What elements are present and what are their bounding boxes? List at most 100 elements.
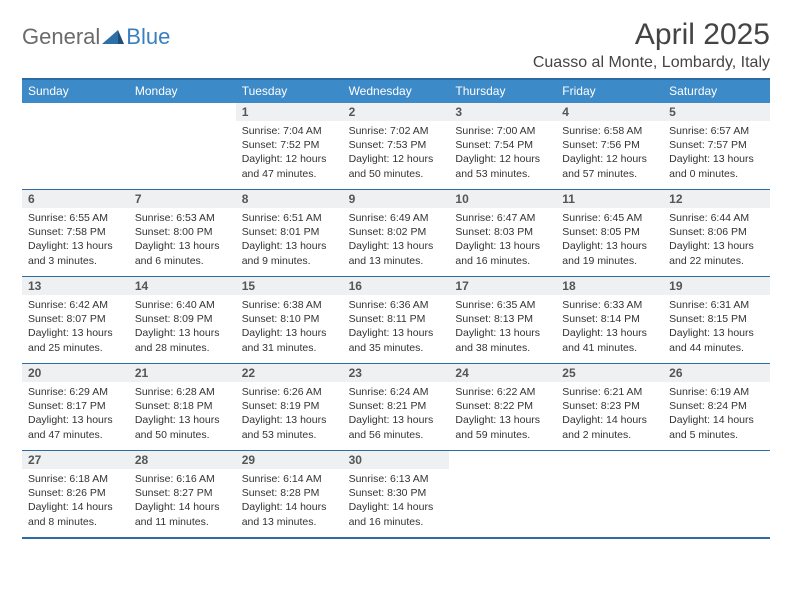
cell-body: Sunrise: 7:00 AMSunset: 7:54 PMDaylight:… bbox=[449, 121, 556, 185]
cell-body: Sunrise: 6:36 AMSunset: 8:11 PMDaylight:… bbox=[343, 295, 450, 359]
calendar-cell: 12Sunrise: 6:44 AMSunset: 8:06 PMDayligh… bbox=[663, 190, 770, 276]
sunrise-text: Sunrise: 6:33 AM bbox=[562, 298, 657, 312]
cell-body: Sunrise: 6:53 AMSunset: 8:00 PMDaylight:… bbox=[129, 208, 236, 272]
calendar-cell: 22Sunrise: 6:26 AMSunset: 8:19 PMDayligh… bbox=[236, 364, 343, 450]
sunrise-text: Sunrise: 7:02 AM bbox=[349, 124, 444, 138]
sunrise-text: Sunrise: 6:49 AM bbox=[349, 211, 444, 225]
sunrise-text: Sunrise: 6:14 AM bbox=[242, 472, 337, 486]
brand-text-general: General bbox=[22, 24, 100, 50]
sunset-text: Sunset: 8:07 PM bbox=[28, 312, 123, 326]
daylight-text: Daylight: 13 hours and 31 minutes. bbox=[242, 326, 337, 354]
daylight-text: Daylight: 12 hours and 57 minutes. bbox=[562, 152, 657, 180]
cell-body: Sunrise: 6:24 AMSunset: 8:21 PMDaylight:… bbox=[343, 382, 450, 446]
day-number: 30 bbox=[343, 451, 450, 469]
day-number: 27 bbox=[22, 451, 129, 469]
cell-body: Sunrise: 6:33 AMSunset: 8:14 PMDaylight:… bbox=[556, 295, 663, 359]
week-row: 6Sunrise: 6:55 AMSunset: 7:58 PMDaylight… bbox=[22, 190, 770, 277]
day-number bbox=[449, 451, 556, 468]
calendar-cell: 21Sunrise: 6:28 AMSunset: 8:18 PMDayligh… bbox=[129, 364, 236, 450]
day-number: 23 bbox=[343, 364, 450, 382]
cell-body: Sunrise: 6:47 AMSunset: 8:03 PMDaylight:… bbox=[449, 208, 556, 272]
cell-body: Sunrise: 6:13 AMSunset: 8:30 PMDaylight:… bbox=[343, 469, 450, 533]
sunset-text: Sunset: 8:05 PM bbox=[562, 225, 657, 239]
sunrise-text: Sunrise: 6:16 AM bbox=[135, 472, 230, 486]
daylight-text: Daylight: 14 hours and 11 minutes. bbox=[135, 500, 230, 528]
calendar-cell: 25Sunrise: 6:21 AMSunset: 8:23 PMDayligh… bbox=[556, 364, 663, 450]
daylight-text: Daylight: 13 hours and 3 minutes. bbox=[28, 239, 123, 267]
calendar-cell: 8Sunrise: 6:51 AMSunset: 8:01 PMDaylight… bbox=[236, 190, 343, 276]
sunrise-text: Sunrise: 6:55 AM bbox=[28, 211, 123, 225]
calendar-cell bbox=[449, 451, 556, 537]
calendar-cell: 29Sunrise: 6:14 AMSunset: 8:28 PMDayligh… bbox=[236, 451, 343, 537]
calendar-cell: 5Sunrise: 6:57 AMSunset: 7:57 PMDaylight… bbox=[663, 103, 770, 189]
calendar-cell: 23Sunrise: 6:24 AMSunset: 8:21 PMDayligh… bbox=[343, 364, 450, 450]
sunset-text: Sunset: 8:17 PM bbox=[28, 399, 123, 413]
calendar-cell: 14Sunrise: 6:40 AMSunset: 8:09 PMDayligh… bbox=[129, 277, 236, 363]
calendar-cell: 15Sunrise: 6:38 AMSunset: 8:10 PMDayligh… bbox=[236, 277, 343, 363]
sunrise-text: Sunrise: 6:13 AM bbox=[349, 472, 444, 486]
day-number: 20 bbox=[22, 364, 129, 382]
sunrise-text: Sunrise: 6:36 AM bbox=[349, 298, 444, 312]
calendar-cell: 3Sunrise: 7:00 AMSunset: 7:54 PMDaylight… bbox=[449, 103, 556, 189]
cell-body: Sunrise: 6:42 AMSunset: 8:07 PMDaylight:… bbox=[22, 295, 129, 359]
day-header-thursday: Thursday bbox=[449, 80, 556, 103]
day-number: 26 bbox=[663, 364, 770, 382]
brand-triangle-icon bbox=[102, 28, 124, 46]
week-row: 13Sunrise: 6:42 AMSunset: 8:07 PMDayligh… bbox=[22, 277, 770, 364]
sunrise-text: Sunrise: 6:47 AM bbox=[455, 211, 550, 225]
daylight-text: Daylight: 13 hours and 35 minutes. bbox=[349, 326, 444, 354]
daylight-text: Daylight: 14 hours and 5 minutes. bbox=[669, 413, 764, 441]
sunrise-text: Sunrise: 6:26 AM bbox=[242, 385, 337, 399]
daylight-text: Daylight: 13 hours and 50 minutes. bbox=[135, 413, 230, 441]
day-header-friday: Friday bbox=[556, 80, 663, 103]
cell-body: Sunrise: 6:55 AMSunset: 7:58 PMDaylight:… bbox=[22, 208, 129, 272]
day-number bbox=[556, 451, 663, 468]
cell-body: Sunrise: 6:18 AMSunset: 8:26 PMDaylight:… bbox=[22, 469, 129, 533]
calendar-cell: 18Sunrise: 6:33 AMSunset: 8:14 PMDayligh… bbox=[556, 277, 663, 363]
sunrise-text: Sunrise: 6:29 AM bbox=[28, 385, 123, 399]
daylight-text: Daylight: 13 hours and 25 minutes. bbox=[28, 326, 123, 354]
daylight-text: Daylight: 12 hours and 47 minutes. bbox=[242, 152, 337, 180]
daylight-text: Daylight: 13 hours and 38 minutes. bbox=[455, 326, 550, 354]
title-block: April 2025 Cuasso al Monte, Lombardy, It… bbox=[533, 18, 770, 72]
day-number: 8 bbox=[236, 190, 343, 208]
sunset-text: Sunset: 8:09 PM bbox=[135, 312, 230, 326]
calendar-cell bbox=[22, 103, 129, 189]
sunrise-text: Sunrise: 6:22 AM bbox=[455, 385, 550, 399]
calendar-cell: 17Sunrise: 6:35 AMSunset: 8:13 PMDayligh… bbox=[449, 277, 556, 363]
day-number: 10 bbox=[449, 190, 556, 208]
sunrise-text: Sunrise: 6:40 AM bbox=[135, 298, 230, 312]
sunset-text: Sunset: 8:02 PM bbox=[349, 225, 444, 239]
sunset-text: Sunset: 8:21 PM bbox=[349, 399, 444, 413]
day-number: 13 bbox=[22, 277, 129, 295]
cell-body bbox=[556, 468, 663, 475]
week-row: 27Sunrise: 6:18 AMSunset: 8:26 PMDayligh… bbox=[22, 451, 770, 539]
sunset-text: Sunset: 7:53 PM bbox=[349, 138, 444, 152]
calendar-cell: 1Sunrise: 7:04 AMSunset: 7:52 PMDaylight… bbox=[236, 103, 343, 189]
daylight-text: Daylight: 13 hours and 47 minutes. bbox=[28, 413, 123, 441]
sunset-text: Sunset: 8:22 PM bbox=[455, 399, 550, 413]
day-number: 28 bbox=[129, 451, 236, 469]
cell-body: Sunrise: 6:29 AMSunset: 8:17 PMDaylight:… bbox=[22, 382, 129, 446]
day-number: 18 bbox=[556, 277, 663, 295]
calendar-cell: 10Sunrise: 6:47 AMSunset: 8:03 PMDayligh… bbox=[449, 190, 556, 276]
day-header-sunday: Sunday bbox=[22, 80, 129, 103]
daylight-text: Daylight: 14 hours and 13 minutes. bbox=[242, 500, 337, 528]
calendar-cell: 13Sunrise: 6:42 AMSunset: 8:07 PMDayligh… bbox=[22, 277, 129, 363]
cell-body: Sunrise: 6:49 AMSunset: 8:02 PMDaylight:… bbox=[343, 208, 450, 272]
day-number: 14 bbox=[129, 277, 236, 295]
cell-body: Sunrise: 6:38 AMSunset: 8:10 PMDaylight:… bbox=[236, 295, 343, 359]
calendar-cell: 28Sunrise: 6:16 AMSunset: 8:27 PMDayligh… bbox=[129, 451, 236, 537]
daylight-text: Daylight: 13 hours and 22 minutes. bbox=[669, 239, 764, 267]
cell-body: Sunrise: 7:04 AMSunset: 7:52 PMDaylight:… bbox=[236, 121, 343, 185]
day-number bbox=[22, 103, 129, 120]
day-number bbox=[129, 103, 236, 120]
sunrise-text: Sunrise: 6:58 AM bbox=[562, 124, 657, 138]
day-number: 17 bbox=[449, 277, 556, 295]
sunset-text: Sunset: 8:00 PM bbox=[135, 225, 230, 239]
daylight-text: Daylight: 13 hours and 19 minutes. bbox=[562, 239, 657, 267]
daylight-text: Daylight: 13 hours and 16 minutes. bbox=[455, 239, 550, 267]
day-number: 21 bbox=[129, 364, 236, 382]
day-number: 22 bbox=[236, 364, 343, 382]
calendar-cell: 11Sunrise: 6:45 AMSunset: 8:05 PMDayligh… bbox=[556, 190, 663, 276]
